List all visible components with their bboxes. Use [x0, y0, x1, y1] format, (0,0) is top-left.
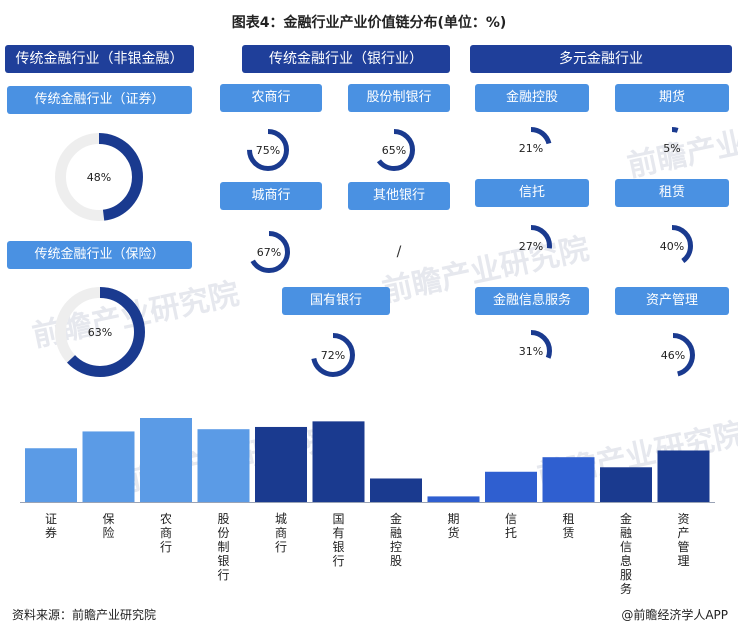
header-nonbank: 传统金融行业（非银金融） [5, 45, 194, 73]
ring-graphic [651, 333, 695, 377]
header-diversified: 多元金融行业 [470, 45, 732, 73]
bar-3 [197, 429, 250, 502]
bar-2 [140, 418, 192, 502]
x-tick-label: 国有银行 [332, 512, 345, 568]
ring-rural-commercial-bank: 75% [247, 129, 289, 171]
pill-other-bank: 其他银行 [348, 182, 450, 210]
ring-graphic [311, 333, 355, 377]
pill-rural-commercial-bank: 农商行 [220, 84, 322, 112]
ring-insurance: 63% [55, 287, 145, 377]
bar-5 [312, 421, 365, 502]
ring-city-commercial-bank: 67% [248, 231, 290, 273]
ring-leasing: 40% [651, 225, 693, 267]
pill-insurance: 传统金融行业（保险） [7, 241, 192, 269]
ring-graphic [55, 133, 143, 221]
bar-1 [82, 431, 135, 502]
ring-fin-info-service: 31% [510, 330, 552, 372]
ring-arc [651, 127, 693, 169]
brand-mark: @前瞻经济学人APP [621, 608, 728, 622]
pill-asset-management: 资产管理 [615, 287, 729, 315]
ring-graphic [510, 225, 552, 267]
ring-value-label: 46% [660, 348, 686, 362]
ring-value-label: 48% [86, 170, 112, 184]
bar-0 [25, 448, 77, 502]
ring-graphic [248, 231, 290, 273]
ring-asset-management: 46% [651, 333, 695, 377]
source-note: 资料来源：前瞻产业研究院 [12, 608, 157, 622]
pill-futures: 期货 [615, 84, 729, 112]
pill-city-commercial-bank: 城商行 [220, 182, 322, 210]
x-tick-label: 城商行 [274, 512, 287, 554]
pill-securities: 传统金融行业（证券） [7, 86, 192, 114]
x-tick-label: 金融控股 [389, 512, 402, 568]
ring-value-label: 5% [663, 141, 681, 155]
ring-state-owned-bank: 72% [311, 333, 355, 377]
bar-4 [255, 426, 307, 502]
bar-7 [427, 496, 480, 502]
ring-financial-holding: 21% [510, 127, 552, 169]
header-bank: 传统金融行业（银行业） [242, 45, 450, 73]
ring-graphic [55, 287, 145, 377]
pill-trust: 信托 [475, 179, 589, 207]
x-tick-label: 信托 [504, 512, 517, 540]
ring-arc [651, 225, 693, 267]
pill-financial-holding: 金融控股 [475, 84, 589, 112]
ring-arc [55, 133, 143, 221]
x-tick-label: 期货 [447, 512, 460, 540]
ring-value-label: / [396, 244, 402, 260]
bar-6 [370, 478, 422, 502]
ring-futures: 5% [651, 127, 693, 169]
ring-value-label: 67% [256, 245, 282, 259]
bar-10 [600, 467, 652, 502]
ring-graphic [247, 129, 289, 171]
ring-graphic [651, 225, 693, 267]
x-tick-label: 股份制银行 [217, 512, 230, 582]
x-tick-label: 租赁 [562, 512, 575, 540]
ring-other-bank: / [378, 231, 420, 273]
x-tick-label: 保险 [102, 512, 115, 540]
ring-value-label: 65% [381, 143, 407, 157]
ring-graphic [510, 127, 552, 169]
ring-arc [651, 333, 695, 377]
ring-arc [510, 330, 552, 372]
chart-title: 图表4：金融行业产业价值链分布(单位：%) [231, 15, 507, 31]
ring-value-label: 27% [518, 239, 544, 253]
ring-graphic [373, 129, 415, 171]
ring-value-label: 63% [87, 325, 113, 339]
ring-arc [248, 231, 290, 273]
ring-joint-stock-bank: 65% [373, 129, 415, 171]
x-tick-label: 资产管理 [677, 512, 690, 568]
ring-arc [510, 225, 552, 267]
ring-arc [510, 127, 552, 169]
ring-securities: 48% [55, 133, 143, 221]
ring-value-label: 40% [659, 239, 685, 253]
ring-arc [247, 129, 289, 171]
bar-8 [485, 471, 537, 502]
ring-arc [55, 287, 145, 377]
pill-state-owned-bank: 国有银行 [282, 287, 390, 315]
bar-11 [657, 450, 710, 502]
ring-trust: 27% [510, 225, 552, 267]
x-tick-label: 农商行 [159, 512, 172, 554]
ring-arc [311, 333, 355, 377]
bar-9 [542, 457, 595, 502]
pill-leasing: 租赁 [615, 179, 729, 207]
ring-value-label: 21% [518, 141, 544, 155]
ring-value-label: 72% [320, 348, 346, 362]
ring-value-label: 75% [255, 143, 281, 157]
pill-fin-info-service: 金融信息服务 [475, 287, 589, 315]
ring-graphic [510, 330, 552, 372]
ring-graphic [651, 127, 693, 169]
ring-arc [373, 129, 415, 171]
x-tick-label: 证券 [44, 512, 57, 540]
ring-value-label: 31% [518, 344, 544, 358]
pill-joint-stock-bank: 股份制银行 [348, 84, 450, 112]
x-tick-label: 金融信息服务 [619, 512, 632, 596]
